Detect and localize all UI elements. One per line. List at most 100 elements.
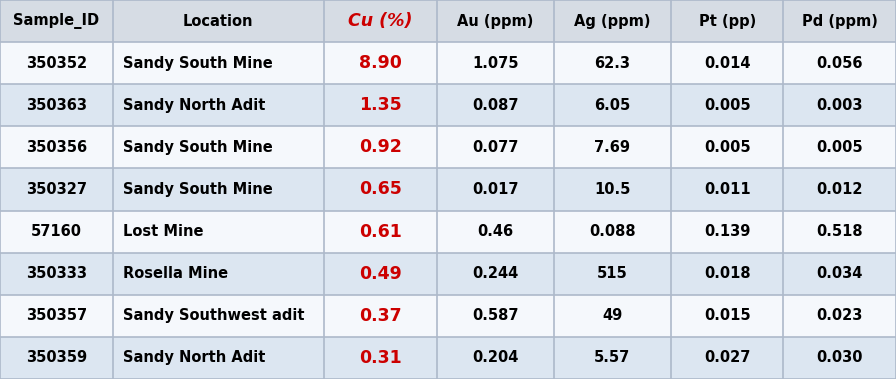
Bar	[554, 84, 671, 126]
Text: 49: 49	[602, 309, 623, 323]
Text: 0.49: 0.49	[359, 265, 401, 283]
Bar	[671, 0, 783, 42]
Text: Pd (ppm): Pd (ppm)	[802, 14, 878, 28]
Text: 0.011: 0.011	[704, 182, 751, 197]
Bar	[554, 211, 671, 253]
Bar	[113, 84, 324, 126]
Bar	[0, 253, 113, 295]
Text: 0.005: 0.005	[704, 98, 751, 113]
Text: Pt (pp): Pt (pp)	[699, 14, 756, 28]
Bar	[783, 211, 896, 253]
Text: 57160: 57160	[30, 224, 82, 239]
Bar	[324, 0, 436, 42]
Text: Ag (ppm): Ag (ppm)	[574, 14, 650, 28]
Text: 350327: 350327	[26, 182, 87, 197]
Bar	[113, 126, 324, 168]
Text: 350363: 350363	[26, 98, 87, 113]
Bar	[671, 42, 783, 84]
Bar	[0, 84, 113, 126]
Text: 0.015: 0.015	[704, 309, 751, 323]
Text: 0.587: 0.587	[472, 309, 519, 323]
Bar	[113, 42, 324, 84]
Text: Sandy South Mine: Sandy South Mine	[124, 140, 273, 155]
Text: 0.030: 0.030	[816, 351, 863, 365]
Bar	[0, 126, 113, 168]
Bar	[0, 168, 113, 211]
Bar	[436, 253, 554, 295]
Bar	[671, 84, 783, 126]
Text: 0.087: 0.087	[472, 98, 519, 113]
Bar	[324, 126, 436, 168]
Text: 0.034: 0.034	[816, 266, 863, 281]
Text: 350359: 350359	[26, 351, 87, 365]
Bar	[324, 84, 436, 126]
Text: 0.027: 0.027	[704, 351, 750, 365]
Text: Cu (%): Cu (%)	[349, 12, 413, 30]
Text: 0.014: 0.014	[704, 56, 751, 70]
Text: 0.077: 0.077	[472, 140, 519, 155]
Text: Au (ppm): Au (ppm)	[457, 14, 533, 28]
Bar	[436, 0, 554, 42]
Text: 0.088: 0.088	[589, 224, 635, 239]
Text: Sandy North Adit: Sandy North Adit	[124, 98, 266, 113]
Text: 350333: 350333	[26, 266, 87, 281]
Bar	[554, 337, 671, 379]
Text: 0.005: 0.005	[704, 140, 751, 155]
Text: Sandy Southwest adit: Sandy Southwest adit	[124, 309, 305, 323]
Text: 0.005: 0.005	[816, 140, 863, 155]
Text: 0.518: 0.518	[816, 224, 863, 239]
Text: Lost Mine: Lost Mine	[124, 224, 203, 239]
Text: 0.056: 0.056	[816, 56, 863, 70]
Bar	[783, 42, 896, 84]
Text: 0.46: 0.46	[478, 224, 513, 239]
Bar	[783, 126, 896, 168]
Bar	[783, 337, 896, 379]
Bar	[671, 253, 783, 295]
Text: 6.05: 6.05	[594, 98, 631, 113]
Bar	[554, 0, 671, 42]
Bar	[671, 211, 783, 253]
Text: Sandy North Adit: Sandy North Adit	[124, 351, 266, 365]
Bar	[554, 126, 671, 168]
Bar	[436, 295, 554, 337]
Bar	[436, 42, 554, 84]
Text: Location: Location	[183, 14, 254, 28]
Bar	[671, 126, 783, 168]
Bar	[554, 253, 671, 295]
Bar	[324, 295, 436, 337]
Text: 0.017: 0.017	[472, 182, 519, 197]
Bar	[436, 211, 554, 253]
Text: 5.57: 5.57	[594, 351, 631, 365]
Bar	[324, 253, 436, 295]
Bar	[554, 42, 671, 84]
Bar	[113, 211, 324, 253]
Text: 0.65: 0.65	[359, 180, 402, 199]
Text: 1.35: 1.35	[359, 96, 401, 114]
Bar	[324, 42, 436, 84]
Text: 0.003: 0.003	[816, 98, 863, 113]
Bar	[436, 126, 554, 168]
Bar	[0, 295, 113, 337]
Text: 10.5: 10.5	[594, 182, 631, 197]
Text: Sample_ID: Sample_ID	[13, 13, 99, 29]
Bar	[554, 295, 671, 337]
Bar	[324, 337, 436, 379]
Bar	[113, 253, 324, 295]
Text: 0.139: 0.139	[704, 224, 750, 239]
Text: Rosella Mine: Rosella Mine	[124, 266, 228, 281]
Bar	[113, 295, 324, 337]
Bar	[324, 168, 436, 211]
Text: 0.204: 0.204	[472, 351, 519, 365]
Bar	[0, 42, 113, 84]
Text: 0.37: 0.37	[359, 307, 401, 325]
Text: 350352: 350352	[26, 56, 87, 70]
Bar	[324, 211, 436, 253]
Text: 7.69: 7.69	[594, 140, 631, 155]
Bar	[113, 168, 324, 211]
Bar	[783, 253, 896, 295]
Bar	[671, 337, 783, 379]
Bar	[113, 337, 324, 379]
Bar	[113, 0, 324, 42]
Bar	[783, 168, 896, 211]
Text: 8.90: 8.90	[359, 54, 402, 72]
